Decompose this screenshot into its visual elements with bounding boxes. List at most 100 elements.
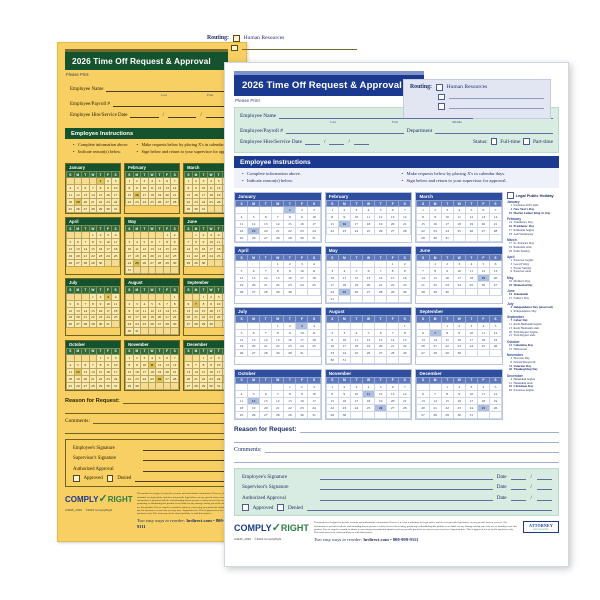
day-cell[interactable]: 18	[206, 191, 216, 200]
day-cell[interactable]: 16	[428, 220, 442, 229]
day-cell[interactable]: 25	[111, 252, 120, 261]
day-cell[interactable]: 11	[452, 213, 466, 222]
day-cell[interactable]: 26	[476, 281, 490, 290]
day-cell[interactable]: 11	[307, 267, 321, 276]
day-cell[interactable]: 29	[184, 205, 193, 214]
day-cell[interactable]: 1	[271, 321, 285, 330]
day-cell[interactable]: 24	[103, 313, 113, 322]
day-cell[interactable]: 19	[73, 198, 83, 207]
day-cell[interactable]: 29	[199, 320, 208, 329]
day-cell[interactable]: 19	[73, 374, 83, 383]
day-cell[interactable]: 22	[325, 227, 339, 236]
day-cell[interactable]: 13	[361, 274, 376, 283]
day-cell[interactable]: 21	[162, 313, 172, 322]
day-cell[interactable]: 22	[170, 313, 179, 322]
day-cell[interactable]: 14	[191, 306, 201, 315]
day-cell[interactable]: 4	[147, 353, 157, 362]
day-cell[interactable]: 28	[191, 381, 201, 390]
day-cell[interactable]: 11	[234, 396, 249, 405]
day-cell[interactable]: 13	[247, 335, 261, 344]
day-cell[interactable]: 29	[170, 320, 179, 329]
day-cell[interactable]: 12	[155, 184, 164, 193]
day-cell[interactable]: 28	[184, 259, 193, 268]
day-cell[interactable]: 2	[428, 206, 442, 215]
day-cell[interactable]: 14	[170, 184, 179, 193]
day-cell[interactable]: 23	[103, 374, 113, 383]
day-cell[interactable]: 26	[361, 349, 376, 358]
day-cell[interactable]: 12	[476, 267, 490, 276]
day-cell[interactable]: 28	[259, 288, 273, 297]
day-cell[interactable]: 2	[206, 353, 216, 362]
day-cell[interactable]: 13	[184, 367, 193, 376]
day-cell[interactable]: 11	[111, 238, 120, 247]
day-cell[interactable]: 2	[325, 328, 339, 337]
day-cell[interactable]: 15	[88, 245, 98, 254]
day-cell[interactable]: 19	[476, 274, 490, 283]
day-cell[interactable]: 9	[337, 389, 351, 398]
day-cell[interactable]: 15	[199, 367, 208, 376]
day-cell[interactable]: 25	[66, 381, 75, 390]
day-cell[interactable]: 15	[386, 274, 400, 283]
day-cell[interactable]: 23	[295, 403, 309, 412]
day-cell[interactable]: 7	[416, 267, 430, 276]
routing-row-blank1-white[interactable]	[410, 93, 544, 101]
day-cell[interactable]: 22	[125, 374, 134, 383]
day-cell[interactable]: 14	[162, 306, 172, 315]
day-cell[interactable]: 24	[295, 281, 309, 290]
day-cell[interactable]: 26	[147, 320, 157, 329]
day-cell[interactable]: 23	[103, 198, 113, 207]
day-cell[interactable]: 12	[349, 274, 363, 283]
day-cell[interactable]: 2	[295, 206, 309, 215]
day-cell[interactable]: 2	[283, 260, 297, 269]
supervisor-date-dd-white[interactable]	[537, 483, 552, 491]
day-cell[interactable]: 23	[337, 227, 351, 236]
day-cell[interactable]: 17	[132, 313, 142, 322]
day-cell[interactable]: 16	[199, 245, 208, 254]
day-cell[interactable]: 18	[307, 335, 321, 344]
employee-name-input-white[interactable]	[279, 112, 473, 119]
day-cell[interactable]: 24	[349, 403, 363, 412]
day-cell[interactable]: 5	[361, 328, 376, 337]
day-cell[interactable]: 1	[271, 260, 285, 269]
day-cell[interactable]: 16	[103, 191, 113, 200]
day-cell[interactable]: 4	[66, 360, 75, 369]
day-cell[interactable]: 2	[452, 321, 466, 330]
day-cell[interactable]: 7	[88, 360, 98, 369]
day-cell[interactable]: 21	[271, 227, 285, 236]
day-cell[interactable]: 5	[374, 206, 388, 215]
reason-input2-yellow[interactable]	[65, 406, 239, 414]
checkbox-icon[interactable]	[523, 138, 530, 145]
day-cell[interactable]: 22	[283, 227, 297, 236]
day-cell[interactable]: 21	[81, 313, 90, 322]
day-cell[interactable]: 8	[271, 267, 285, 276]
day-cell[interactable]: 28	[398, 227, 412, 236]
day-cell[interactable]: 26	[234, 288, 249, 297]
day-cell[interactable]: 2	[206, 292, 216, 301]
day-cell[interactable]: 8	[271, 328, 285, 337]
day-cell[interactable]: 5	[214, 177, 223, 186]
day-cell[interactable]: 2	[337, 382, 351, 391]
day-cell[interactable]: 16	[96, 245, 105, 254]
day-cell[interactable]: 1	[440, 321, 454, 330]
day-cell[interactable]: 7	[398, 382, 412, 391]
day-cell[interactable]: 23	[125, 320, 134, 329]
day-cell[interactable]: 4	[234, 389, 249, 398]
day-cell[interactable]: 9	[452, 389, 466, 398]
day-cell[interactable]: 14	[428, 396, 442, 405]
day-cell[interactable]: 20	[247, 281, 261, 290]
day-cell[interactable]: 25	[349, 349, 363, 358]
day-cell[interactable]: 1	[162, 231, 172, 240]
day-cell[interactable]: 9	[295, 389, 309, 398]
day-cell[interactable]: 6	[476, 206, 490, 215]
day-cell[interactable]: 27	[374, 349, 388, 358]
day-cell[interactable]: 5	[66, 299, 75, 308]
routing-blank-line[interactable]	[241, 45, 357, 51]
day-cell[interactable]: 27	[81, 381, 90, 390]
day-cell[interactable]: 10	[111, 360, 120, 369]
day-cell[interactable]: 15	[271, 274, 285, 283]
day-cell[interactable]: 2	[283, 321, 297, 330]
day-cell[interactable]: 19	[349, 281, 363, 290]
day-cell[interactable]: 2	[398, 260, 412, 269]
day-cell[interactable]: 4	[66, 184, 75, 193]
day-cell[interactable]: 24	[140, 374, 149, 383]
